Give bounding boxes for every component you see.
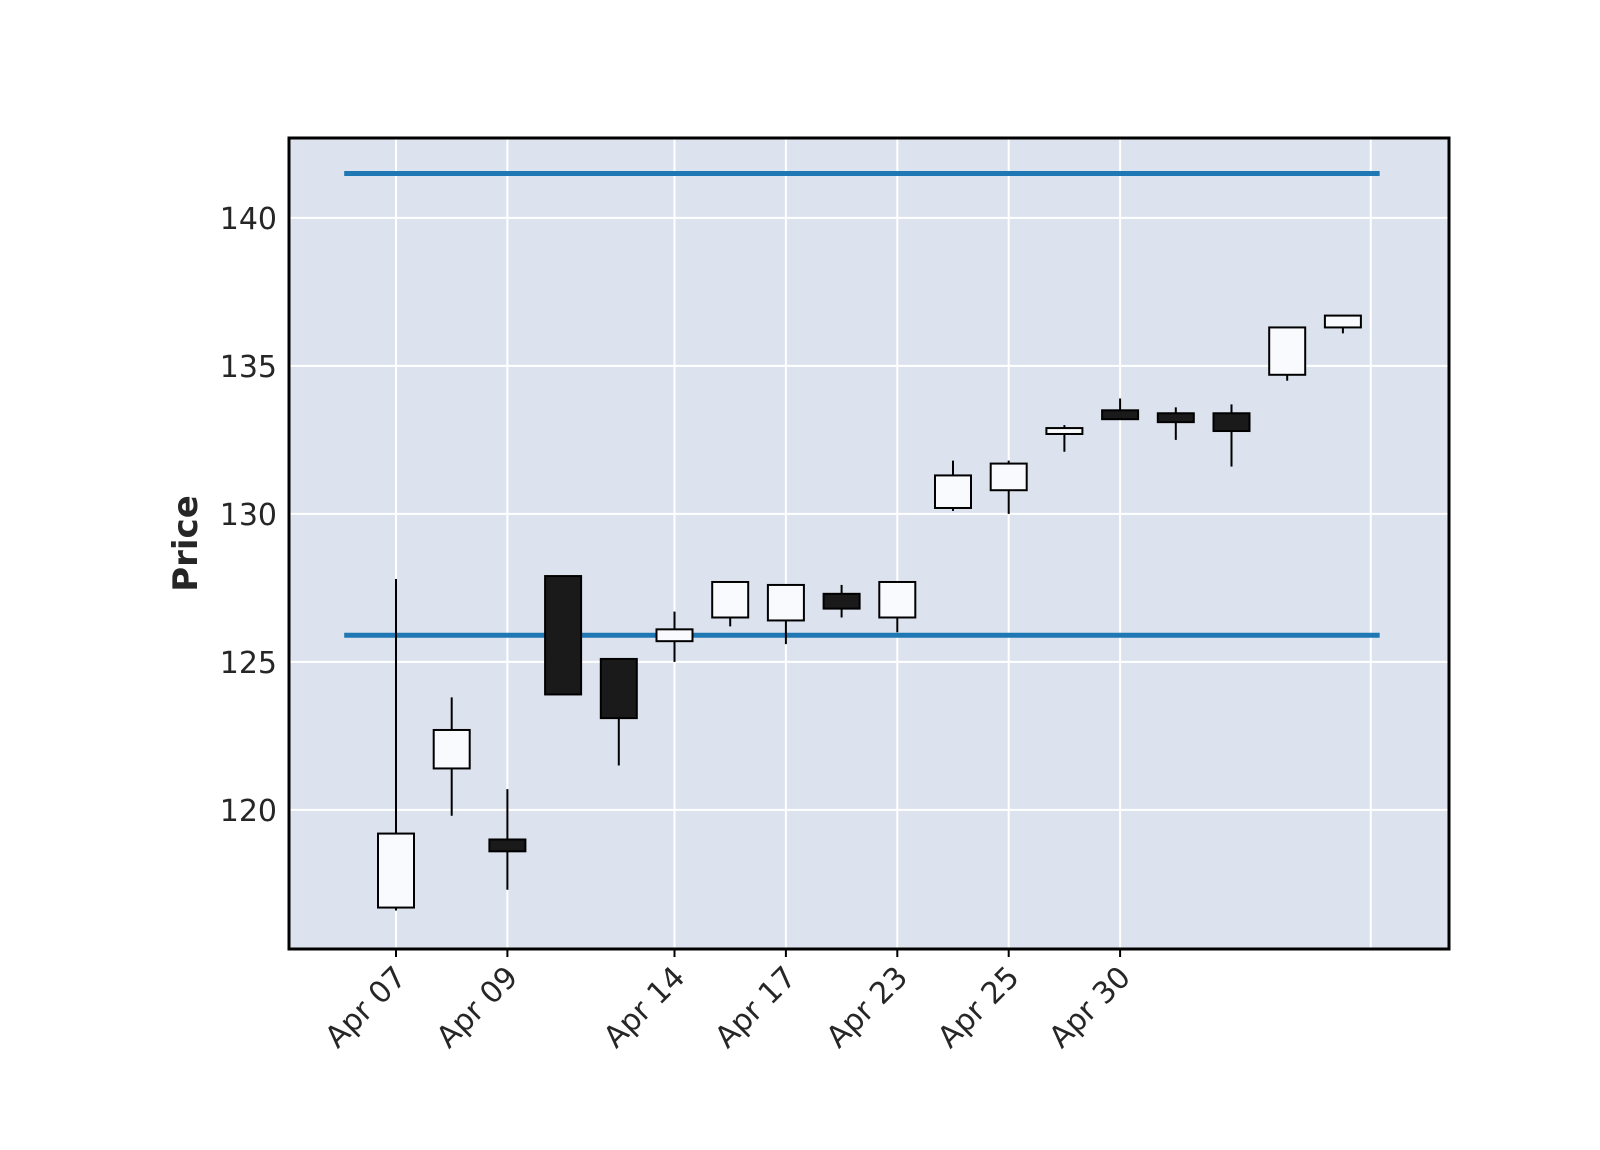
- candle: [1156, 407, 1195, 440]
- candle: [1101, 398, 1140, 421]
- horizontal-lines: [344, 171, 1380, 638]
- y-axis-label: Price: [166, 495, 206, 592]
- candle-body: [711, 580, 750, 619]
- candle: [655, 611, 694, 662]
- y-tick-label: 120: [220, 794, 277, 829]
- plot-background: [289, 138, 1449, 949]
- candle-body: [1156, 412, 1195, 424]
- y-tick-label: 135: [220, 350, 277, 385]
- candle: [766, 583, 805, 645]
- candle: [1268, 326, 1307, 381]
- candle-body: [989, 462, 1028, 492]
- candle-body: [1323, 314, 1362, 329]
- candle-body: [1101, 409, 1140, 421]
- candle: [878, 580, 917, 633]
- candle: [599, 657, 638, 766]
- candle-body: [377, 832, 415, 909]
- y-tick-label: 140: [220, 202, 277, 237]
- candle: [432, 697, 471, 816]
- candle: [822, 584, 861, 618]
- candle: [934, 460, 972, 511]
- candle-body: [599, 657, 638, 720]
- grid-lines: [289, 138, 1449, 949]
- y-axis: 120 125 130 135 140: [220, 202, 277, 829]
- candle: [377, 579, 415, 911]
- candle-body: [822, 592, 861, 610]
- candle-body: [1045, 427, 1084, 435]
- y-tick-label: 125: [220, 646, 277, 681]
- y-tick-label: 130: [220, 498, 277, 533]
- candle-body: [544, 575, 583, 696]
- candle-body: [766, 583, 805, 622]
- candles: [377, 314, 1362, 911]
- candle-body: [934, 474, 972, 509]
- candle-body: [432, 728, 471, 770]
- candle-body: [878, 580, 917, 619]
- candle: [1045, 425, 1084, 452]
- candle: [711, 580, 750, 627]
- candle: [989, 460, 1028, 514]
- plot-frame: [287, 136, 1451, 951]
- candle: [544, 575, 583, 696]
- candle: [488, 789, 527, 890]
- candle-body: [1212, 412, 1251, 433]
- candle-body: [1268, 326, 1307, 376]
- candle: [1212, 404, 1251, 467]
- candle: [1323, 314, 1362, 334]
- candle-body: [488, 838, 527, 853]
- candle-body: [655, 628, 694, 643]
